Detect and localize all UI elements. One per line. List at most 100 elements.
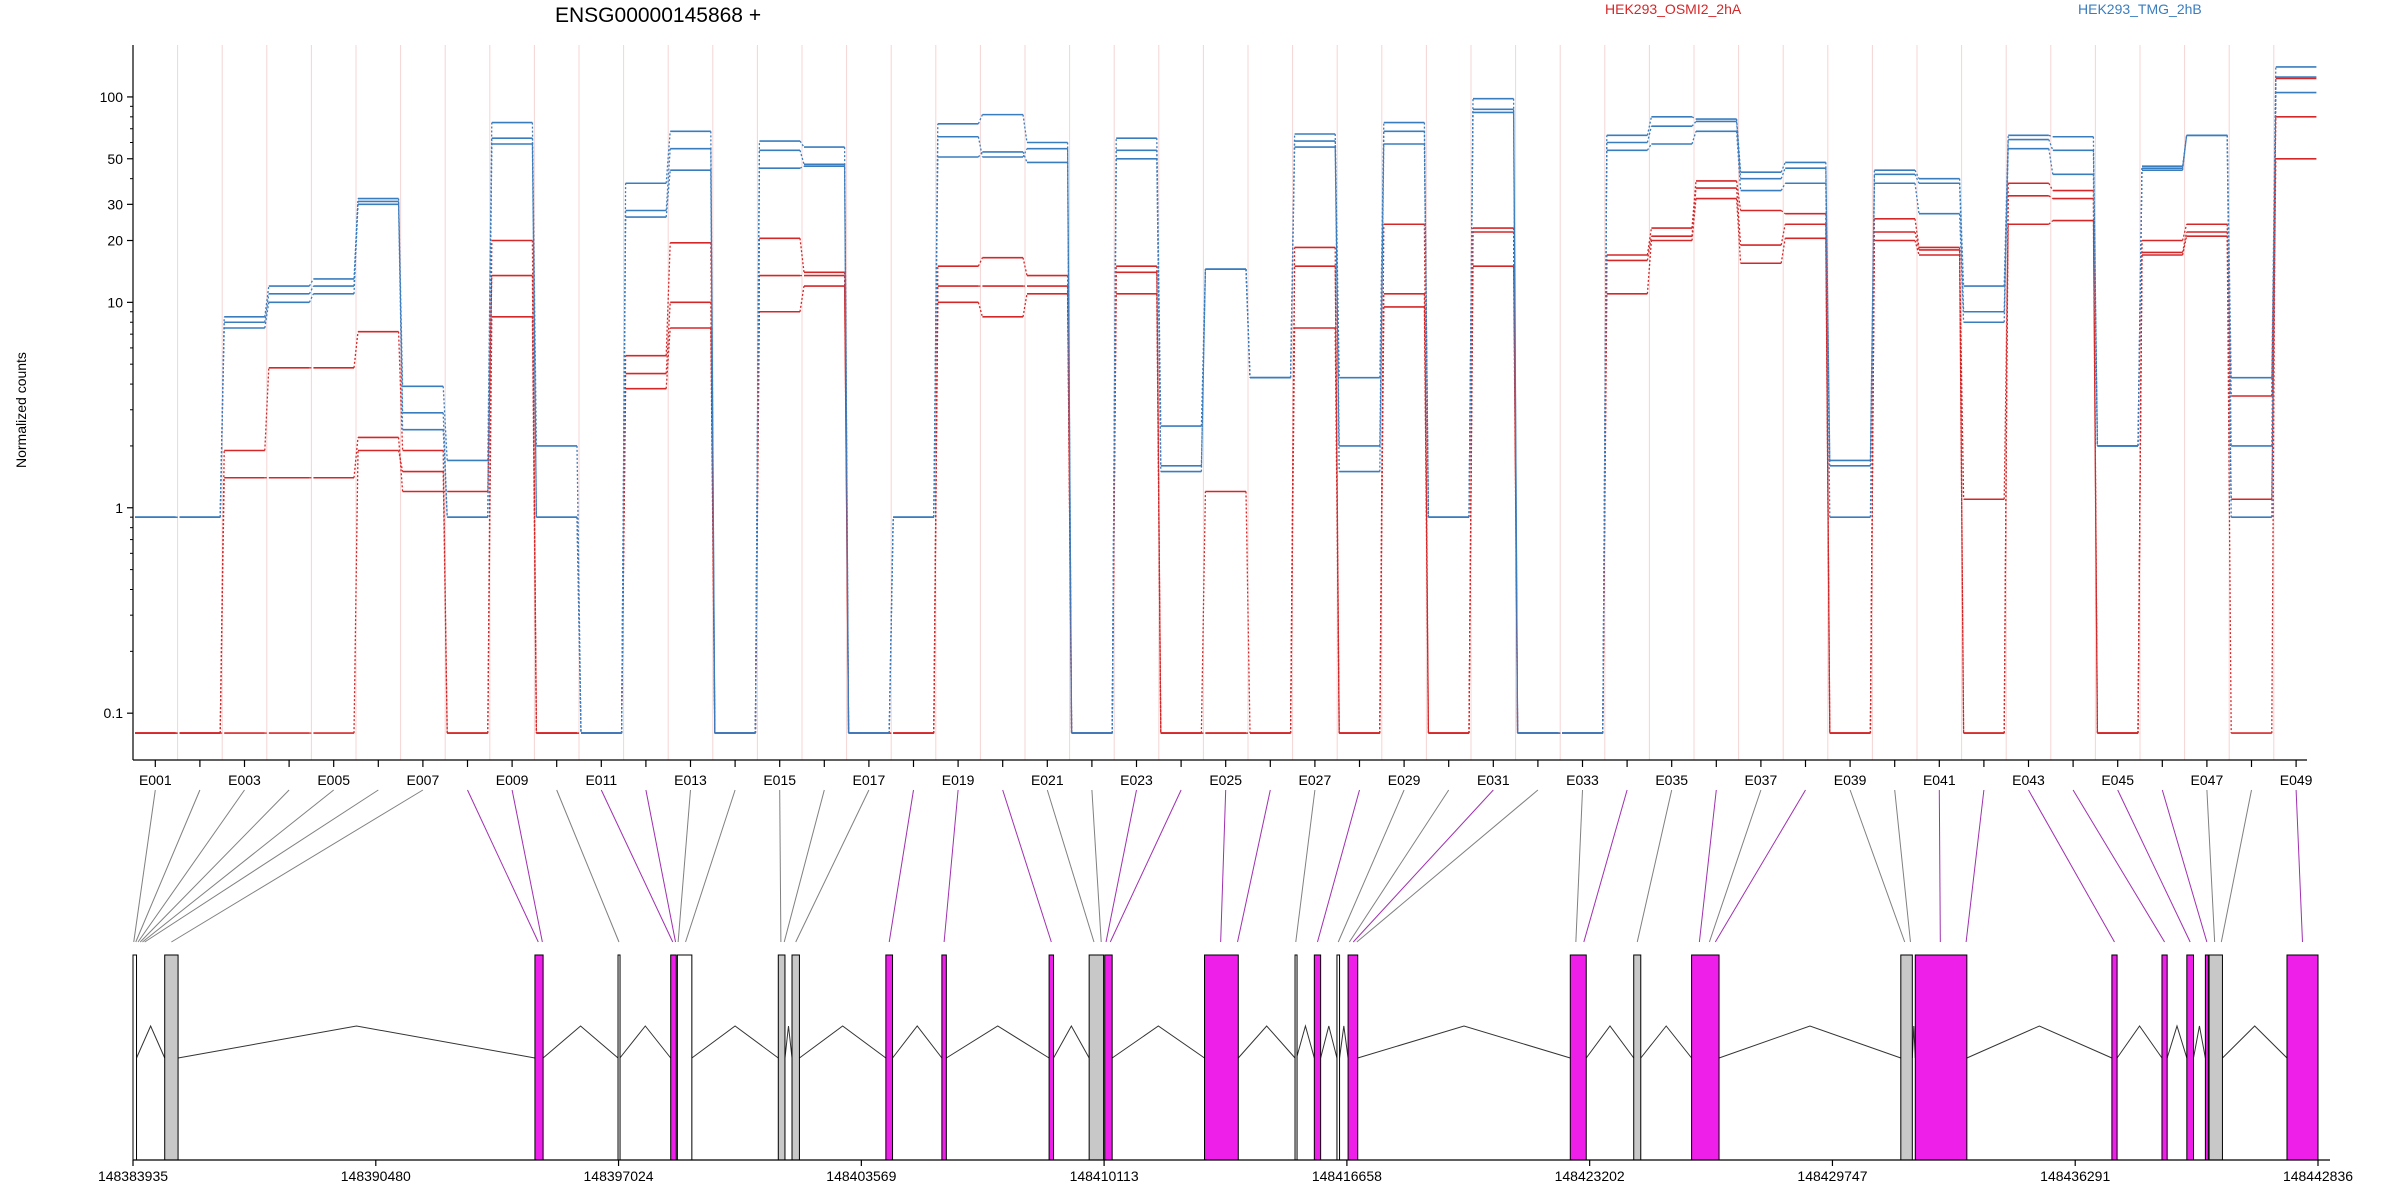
series-transition xyxy=(264,285,270,317)
exon-connector xyxy=(142,789,335,943)
series-transition xyxy=(2048,195,2054,200)
series-transition xyxy=(977,302,984,318)
exon-connector xyxy=(2072,789,2165,943)
exon-box xyxy=(2286,954,2319,1161)
intron-line xyxy=(2222,1025,2288,1059)
exon-connector xyxy=(2161,789,2208,943)
series-transition xyxy=(1914,174,1920,184)
series-transition xyxy=(397,204,404,430)
exon-connector xyxy=(943,789,959,943)
series-transition xyxy=(1200,491,1207,734)
x-tick-label: E021 xyxy=(1031,772,1064,788)
series-transition xyxy=(531,316,538,734)
exon-box xyxy=(1347,954,1359,1161)
exon-connector xyxy=(2220,789,2252,943)
series-transition xyxy=(2092,198,2099,734)
series-transition xyxy=(2271,92,2277,518)
series-transition xyxy=(1022,148,1028,158)
genomic-tick-label: 148403569 xyxy=(826,1168,896,1184)
series-transition xyxy=(1423,306,1430,734)
series-transition xyxy=(1825,238,1831,734)
series-transition xyxy=(1780,162,1786,173)
series-transition xyxy=(665,131,671,184)
exon-connector xyxy=(2028,789,2115,943)
series-transition xyxy=(2181,224,2188,241)
exon-box xyxy=(1900,954,1913,1161)
intron-line xyxy=(2116,1025,2163,1059)
exon-box xyxy=(1569,954,1587,1161)
intron-line xyxy=(1237,1025,1296,1059)
genomic-tick-label: 148397024 xyxy=(584,1168,654,1184)
series-transition xyxy=(2003,224,2009,500)
x-tick-label: E039 xyxy=(1834,772,1867,788)
intron-line xyxy=(2193,1025,2206,1059)
series-transition xyxy=(1200,269,1207,466)
x-tick-label: E015 xyxy=(763,772,796,788)
y-tick-label: 1 xyxy=(115,500,123,516)
series-transition xyxy=(2048,134,2054,138)
exon-box xyxy=(1691,954,1720,1161)
exon-connector xyxy=(1237,789,1271,943)
exon-box xyxy=(617,954,621,1161)
genomic-tick-label: 148436291 xyxy=(2040,1168,2110,1184)
genomic-tick-label: 148416658 xyxy=(1312,1168,1382,1184)
y-tick-label: 10 xyxy=(107,294,123,310)
series-transition xyxy=(1379,131,1385,446)
intron-line xyxy=(1296,1024,1315,1059)
intron-line xyxy=(1111,1025,1205,1059)
series-transition xyxy=(1602,150,1608,734)
exon-box xyxy=(1048,954,1055,1161)
series-transition xyxy=(1958,183,1965,312)
series-transition xyxy=(1022,257,1028,276)
x-tick-label: E025 xyxy=(1209,772,1242,788)
series-transition xyxy=(710,148,716,734)
series-transition xyxy=(977,151,983,158)
genomic-tick-label: 148410113 xyxy=(1070,1168,1139,1184)
exon-box xyxy=(1294,954,1298,1161)
series-transition xyxy=(1156,158,1162,472)
x-tick-label: E007 xyxy=(407,772,440,788)
x-tick-label: E047 xyxy=(2191,772,2224,788)
intron-line xyxy=(542,1025,619,1059)
exon-box xyxy=(164,954,179,1161)
exon-connector xyxy=(888,789,914,943)
series-transition xyxy=(665,242,671,356)
series-transition xyxy=(1735,121,1742,179)
series-transition xyxy=(353,450,359,734)
x-tick-label: E011 xyxy=(585,772,617,788)
exon-connector xyxy=(1105,789,1137,943)
x-tick-label: E033 xyxy=(1566,772,1599,788)
exon-connector xyxy=(1583,789,1628,943)
legend-osmi2: HEK293_OSMI2_2hA xyxy=(1605,1,1742,17)
series-transition xyxy=(977,114,983,125)
series-transition xyxy=(799,140,805,148)
series-transition xyxy=(1512,98,1519,734)
series-transition xyxy=(397,437,404,492)
series-2 xyxy=(135,77,2317,734)
series-transition xyxy=(1914,231,1920,251)
y-ticks: 0.1 1 10 20 30 50 100 xyxy=(100,89,133,721)
series-transition xyxy=(1066,293,1073,734)
x-tick-label: E027 xyxy=(1299,772,1332,788)
series-transition xyxy=(442,429,448,518)
series-transition xyxy=(1691,116,1697,120)
exon-connector xyxy=(1894,789,1911,943)
exon-connector xyxy=(556,789,620,943)
exon-connector xyxy=(1965,789,1985,943)
exon-box xyxy=(534,954,544,1161)
series-transition xyxy=(1780,224,1786,246)
intron-line xyxy=(799,1025,887,1059)
genomic-tick-label: 148429747 xyxy=(1797,1168,1867,1184)
y-tick-label: 0.1 xyxy=(104,705,124,721)
series-1 xyxy=(135,157,2317,734)
exon-box xyxy=(885,954,894,1161)
exon-connector xyxy=(1091,789,1102,943)
exon-connector xyxy=(467,789,539,943)
series-transition xyxy=(1735,198,1742,264)
exon-connector xyxy=(783,789,825,943)
exon-connector xyxy=(1046,789,1095,943)
series-transition xyxy=(1512,112,1519,734)
x-tick-label: E019 xyxy=(942,772,975,788)
genomic-tick-label: 148423202 xyxy=(1555,1168,1625,1184)
series-transition xyxy=(353,437,359,478)
